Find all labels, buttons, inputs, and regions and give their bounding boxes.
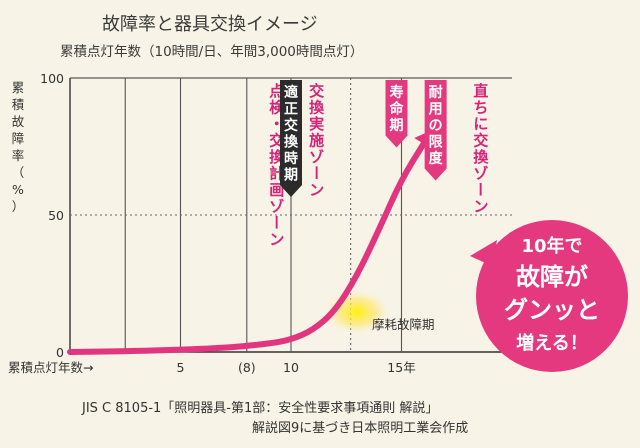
vertical-char: ） <box>12 199 25 214</box>
vertical-char: の <box>429 118 443 134</box>
vertical-char: ン <box>269 231 284 249</box>
vertical-char: ゾ <box>269 198 284 216</box>
x-ticks: 5 (8) 10 15年 <box>177 360 416 375</box>
zone-highlight-box <box>424 80 447 181</box>
x-axis-label: 累積点灯年数→ <box>8 360 93 375</box>
vertical-char: （ <box>12 165 25 180</box>
vertical-char: 換 <box>309 99 325 117</box>
vertical-char: 寿 <box>390 84 404 101</box>
vertical-char: 適 <box>284 84 298 101</box>
vertical-char: 正 <box>284 102 298 118</box>
x-tick-label: 15年 <box>387 360 415 375</box>
vertical-char: 障 <box>12 131 25 146</box>
vertical-char: 度 <box>429 150 444 167</box>
vertical-char: ー <box>307 165 325 180</box>
source-line-1: JIS C 8105-1「照明器具-第1部：安全性要求事項通則 解説」 <box>81 400 438 416</box>
vertical-char: 期 <box>284 168 298 184</box>
failure-curve-line <box>67 140 427 355</box>
x-tick-label: 10 <box>283 360 299 375</box>
vertical-char: 交 <box>309 82 324 100</box>
chart-subtitle: 累積点灯年数（10時間/日、年間3,000時間点灯） <box>60 44 363 60</box>
vertical-char: 換 <box>473 148 489 166</box>
x-tick-label: 5 <box>177 360 185 375</box>
vertical-char: ン <box>473 198 488 216</box>
chart-title: 故障率と器具交換イメージ <box>102 14 318 35</box>
wear-failure-label: 摩耗故障期 <box>372 317 435 332</box>
vertical-char: ち <box>473 99 488 117</box>
vertical-char: 耐 <box>429 84 443 101</box>
vertical-char: ー <box>471 182 489 197</box>
vertical-char: ゾ <box>473 165 488 183</box>
vertical-char: に <box>473 115 488 133</box>
vertical-char: 施 <box>309 132 324 150</box>
vertical-char: 積 <box>12 97 25 112</box>
vertical-char: ン <box>309 181 324 199</box>
y-ticks: 0 50 100 <box>40 71 64 360</box>
vertical-char: 用 <box>429 102 443 118</box>
callout-line: 増える！ <box>516 332 587 354</box>
zone-highlight-box <box>280 80 302 197</box>
y-tick-label: 50 <box>48 208 64 223</box>
vertical-char: 期 <box>390 118 404 134</box>
vertical-char: 実 <box>309 115 324 133</box>
vertical-char: 直 <box>473 82 488 100</box>
x-tick-label: (8) <box>238 360 256 375</box>
source-line-2: 解説図9に基づき日本照明工業会作成 <box>252 420 468 436</box>
vertical-char: 命 <box>389 101 405 118</box>
callout-line: 故障が <box>516 263 588 291</box>
callout-line: 10年で <box>521 235 582 257</box>
vertical-char: 故 <box>12 114 25 129</box>
zone-label: 寿命期 <box>389 84 405 134</box>
vertical-char: ー <box>267 215 285 230</box>
zone-highlight-box <box>385 80 408 148</box>
vertical-char: 交 <box>284 117 298 134</box>
vertical-char: 累 <box>12 80 25 95</box>
vertical-char: % <box>12 182 24 197</box>
vertical-char: ゾ <box>309 148 324 166</box>
vertical-char: 交 <box>473 132 488 150</box>
callout-circle <box>476 220 628 372</box>
vertical-char: 換 <box>284 134 299 151</box>
y-tick-label: 100 <box>40 71 64 86</box>
vertical-char: 時 <box>284 150 298 167</box>
vertical-char: 率 <box>12 148 25 163</box>
callout-line: グンッと <box>504 296 600 324</box>
vertical-char: 限 <box>429 135 443 151</box>
y-tick-label: 0 <box>56 345 64 360</box>
